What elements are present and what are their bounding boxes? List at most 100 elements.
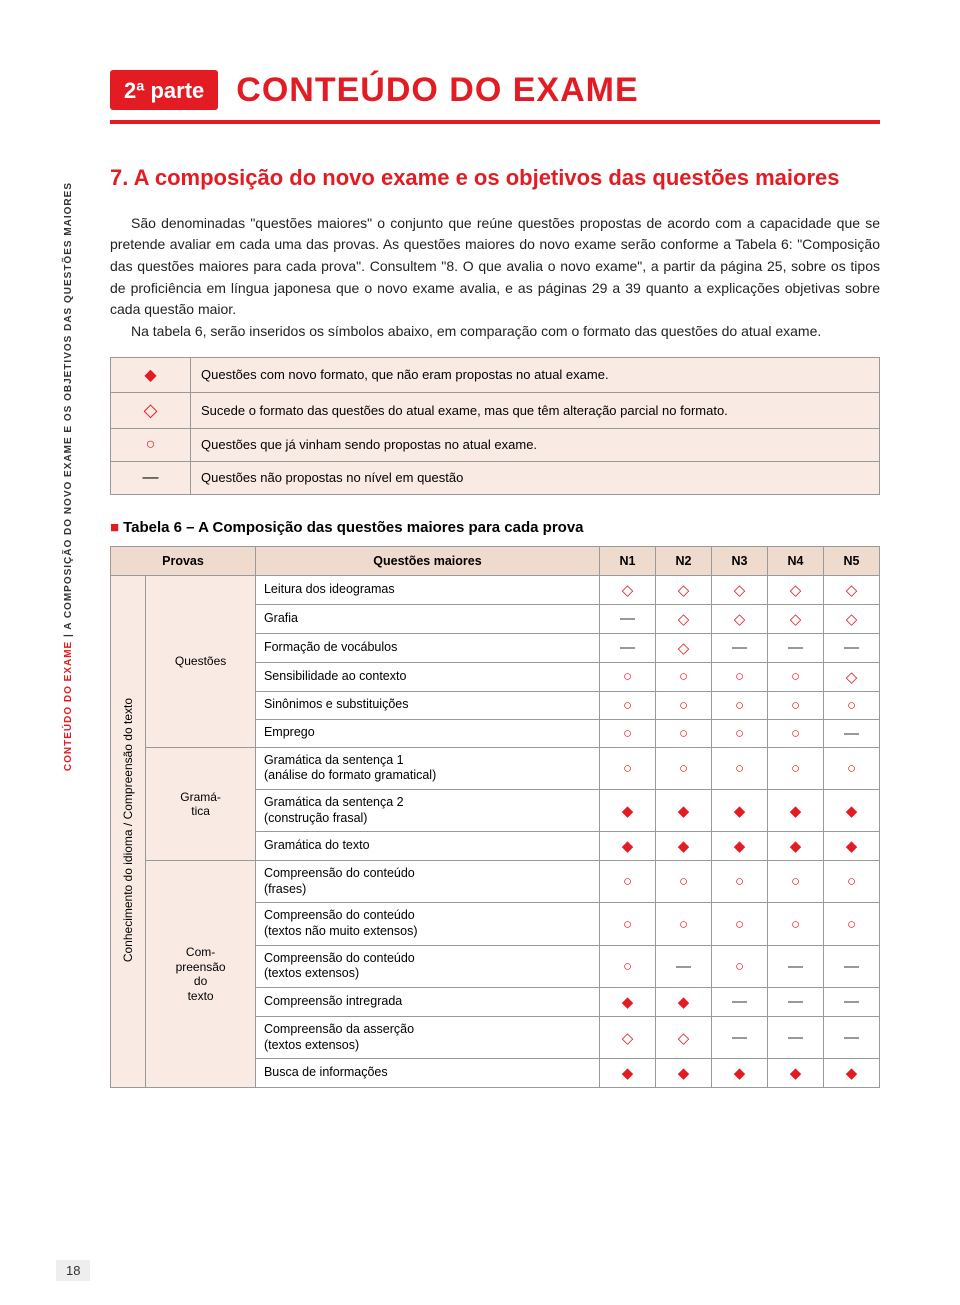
row-label: Sinônimos e substituições (255, 691, 599, 719)
th-n5: N5 (824, 546, 880, 575)
mark-cell: ○ (656, 903, 712, 945)
row-label: Busca de informações (255, 1059, 599, 1088)
mark-cell: ◆ (656, 789, 712, 831)
legend-text: Questões não propostas no nível em quest… (191, 461, 880, 494)
prova-cell: Conhecimento do idioma / Compreensão do … (111, 575, 146, 1088)
table-row: Gramá- ticaGramática da sentença 1 (anál… (111, 747, 880, 789)
table-row: Com- preensão do textoCompreensão do con… (111, 861, 880, 903)
table6-caption-text: Tabela 6 – A Composição das questões mai… (123, 519, 583, 536)
mark-cell: ◆ (600, 789, 656, 831)
mark-cell: ◇ (712, 604, 768, 633)
mark-cell: ◆ (768, 789, 824, 831)
row-label: Compreensão do conteúdo (textos não muit… (255, 903, 599, 945)
mark-cell: ◇ (656, 633, 712, 662)
row-label: Gramática do texto (255, 832, 599, 861)
mark-cell: ○ (656, 719, 712, 747)
mark-cell: ◇ (824, 604, 880, 633)
mark-cell: — (768, 987, 824, 1016)
mark-cell: ○ (600, 691, 656, 719)
th-questoes-maiores: Questões maiores (255, 546, 599, 575)
mark-cell: — (824, 633, 880, 662)
mark-cell: ◆ (600, 832, 656, 861)
th-n1: N1 (600, 546, 656, 575)
legend-symbol: ◇ (111, 392, 191, 428)
mark-cell: ◇ (656, 575, 712, 604)
mark-cell: ◇ (824, 662, 880, 691)
mark-cell: ○ (712, 662, 768, 691)
paragraph-1: São denominadas "questões maiores" o con… (110, 213, 880, 321)
th-n2: N2 (656, 546, 712, 575)
section-heading: 7. A composição do novo exame e os objet… (110, 164, 880, 193)
row-label: Compreensão do conteúdo (textos extensos… (255, 945, 599, 987)
mark-cell: ◆ (600, 987, 656, 1016)
red-rule (110, 120, 880, 124)
mark-cell: ○ (824, 861, 880, 903)
legend-row: ◇Sucede o formato das questões do atual … (111, 392, 880, 428)
mark-cell: ○ (712, 747, 768, 789)
mark-cell: ◆ (768, 1059, 824, 1088)
th-n4: N4 (768, 546, 824, 575)
th-provas: Provas (111, 546, 256, 575)
row-label: Formação de vocábulos (255, 633, 599, 662)
mark-cell: ○ (712, 945, 768, 987)
mark-cell: ◆ (824, 832, 880, 861)
mark-cell: ◆ (824, 789, 880, 831)
legend-row: —Questões não propostas no nível em ques… (111, 461, 880, 494)
row-label: Gramática da sentença 1 (análise do form… (255, 747, 599, 789)
mark-cell: — (824, 1016, 880, 1058)
legend-symbol: ○ (111, 428, 191, 461)
mark-cell: ○ (768, 747, 824, 789)
mark-cell: — (600, 633, 656, 662)
mark-cell: ○ (824, 691, 880, 719)
mark-cell: ◇ (600, 1016, 656, 1058)
sidebar-red: CONTEÚDO DO EXAME (63, 641, 74, 771)
subcat-cell: Com- preensão do texto (146, 861, 256, 1088)
mark-cell: ◆ (600, 1059, 656, 1088)
mark-cell: — (768, 633, 824, 662)
mark-cell: ○ (600, 945, 656, 987)
sidebar-black: | A COMPOSIÇÃO DO NOVO EXAME E OS OBJETI… (63, 182, 74, 641)
page-content: 2ª parte CONTEÚDO DO EXAME 7. A composiç… (0, 0, 960, 1118)
mark-cell: ◇ (768, 575, 824, 604)
subcat-cell: Questões (146, 575, 256, 747)
mark-cell: ◆ (656, 1059, 712, 1088)
mark-cell: ○ (656, 662, 712, 691)
mark-cell: ◆ (768, 832, 824, 861)
legend-row: ◆Questões com novo formato, que não eram… (111, 357, 880, 392)
mark-cell: ○ (768, 691, 824, 719)
mark-cell: ◆ (824, 1059, 880, 1088)
mark-cell: ○ (768, 719, 824, 747)
row-label: Grafia (255, 604, 599, 633)
mark-cell: ◇ (600, 575, 656, 604)
row-label: Compreensão da asserção (textos extensos… (255, 1016, 599, 1058)
legend-text: Sucede o formato das questões do atual e… (191, 392, 880, 428)
row-label: Emprego (255, 719, 599, 747)
mark-cell: ○ (600, 662, 656, 691)
mark-cell: ○ (712, 691, 768, 719)
square-icon: ■ (110, 519, 119, 536)
mark-cell: ◇ (656, 1016, 712, 1058)
mark-cell: — (712, 1016, 768, 1058)
page-number: 18 (56, 1260, 90, 1281)
th-n3: N3 (712, 546, 768, 575)
mark-cell: ○ (656, 861, 712, 903)
mark-cell: — (768, 1016, 824, 1058)
mark-cell: ○ (768, 861, 824, 903)
mark-cell: — (824, 987, 880, 1016)
mark-cell: — (824, 719, 880, 747)
sidebar-running-head: CONTEÚDO DO EXAME | A COMPOSIÇÃO DO NOVO… (62, 182, 76, 771)
body-text: São denominadas "questões maiores" o con… (110, 213, 880, 343)
mark-cell: ○ (712, 719, 768, 747)
mark-cell: ◆ (656, 987, 712, 1016)
row-label: Leitura dos ideogramas (255, 575, 599, 604)
mark-cell: ◇ (824, 575, 880, 604)
row-label: Compreensão do conteúdo (frases) (255, 861, 599, 903)
row-label: Sensibilidade ao contexto (255, 662, 599, 691)
row-label: Gramática da sentença 2 (construção fras… (255, 789, 599, 831)
mark-cell: ○ (656, 747, 712, 789)
mark-cell: — (824, 945, 880, 987)
mark-cell: ○ (712, 861, 768, 903)
table-row: Conhecimento do idioma / Compreensão do … (111, 575, 880, 604)
legend-text: Questões com novo formato, que não eram … (191, 357, 880, 392)
mark-cell: ○ (600, 861, 656, 903)
